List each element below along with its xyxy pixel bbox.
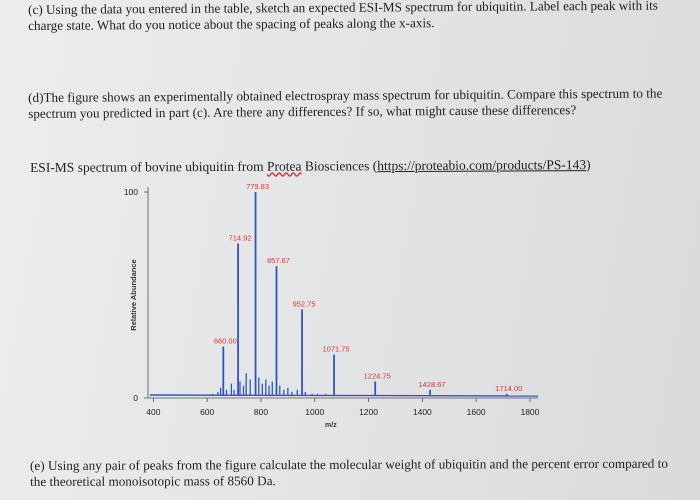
peak-label: 1224.75 [364, 372, 391, 381]
x-tick-label: 1400 [413, 407, 432, 417]
peak-label: 779.83 [246, 182, 269, 191]
y-tick-label: 100 [124, 187, 138, 197]
x-tick-label: 1000 [305, 407, 324, 417]
x-tick-label: 1800 [520, 407, 539, 417]
x-tick-label: 400 [146, 407, 160, 417]
x-tick-label: 600 [200, 407, 214, 417]
peak-label: 660.00 [214, 337, 237, 346]
x-tick-label: 800 [254, 407, 268, 417]
peak-label: 714.92 [229, 234, 252, 243]
y-tick-label: 0 [133, 393, 138, 403]
peak-label: 952.75 [293, 299, 316, 308]
peak-labels: 660.00 714.92 779.83 857.67 952.75 1071.75 122… [214, 182, 523, 393]
spectrum-baseline [149, 394, 539, 397]
peak-label: 1714.00 [495, 384, 522, 393]
question-e-text: (e) Using any pair of peaks from the fig… [30, 455, 668, 489]
chart-axes: 400 600 800 1000 1200 1400 1600 1800 0 100 m/z Rela… [124, 187, 540, 429]
y-axis-label: Relative Abundance [129, 259, 138, 330]
labeled-peaks [222, 192, 508, 396]
x-tick-label: 1600 [467, 407, 486, 417]
peak-label: 857.67 [267, 256, 290, 265]
x-axis-label: m/z [325, 422, 337, 429]
peak-label: 1428.67 [418, 380, 445, 389]
peak-label: 1071.75 [322, 345, 349, 354]
minor-peaks [211, 373, 491, 396]
x-tick-label: 1200 [359, 407, 378, 417]
